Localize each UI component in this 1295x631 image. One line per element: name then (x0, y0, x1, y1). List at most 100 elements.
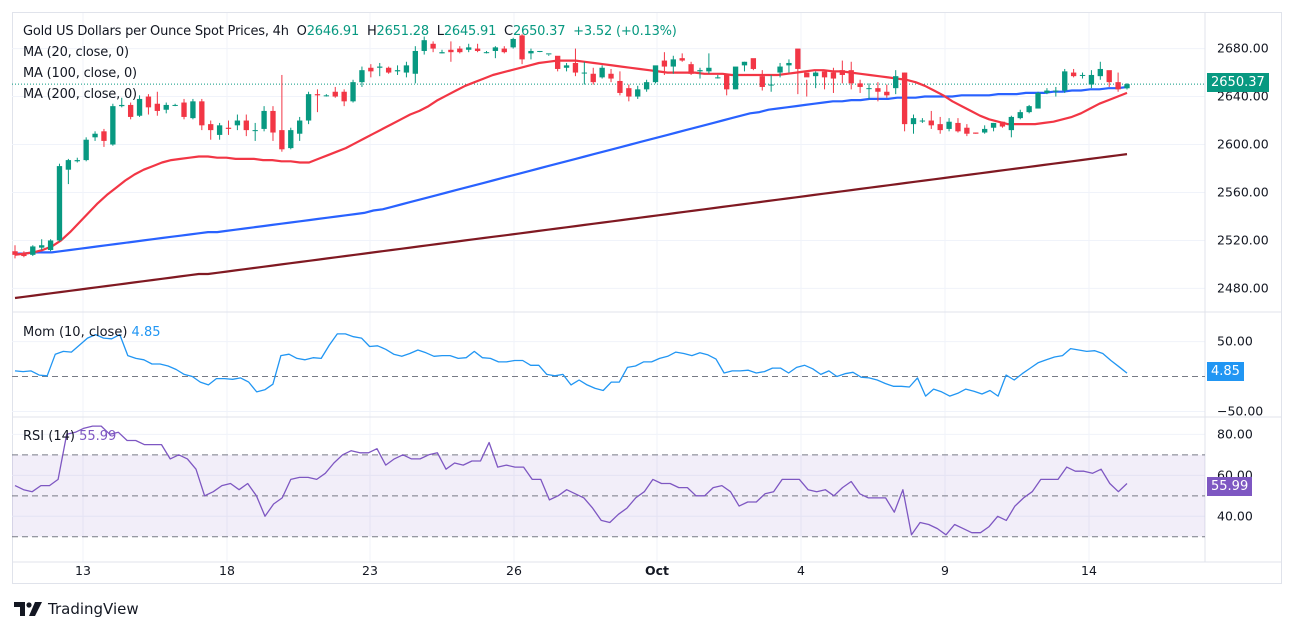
candle-body (136, 98, 143, 116)
mom-tick-label: 50.00 (1217, 334, 1253, 349)
candle (999, 121, 1006, 128)
candle-body (305, 94, 312, 121)
candle (359, 66, 365, 87)
candle-body (421, 40, 427, 51)
candle-body (830, 72, 837, 79)
candle (1124, 83, 1130, 90)
candle (866, 83, 872, 99)
candle (546, 53, 552, 56)
candle-body (234, 120, 241, 126)
candle-body (127, 104, 134, 117)
candle-body (12, 251, 18, 255)
candle-body (448, 49, 454, 53)
candle (181, 98, 187, 120)
time-tick-label: 4 (797, 563, 805, 578)
candle-body (30, 246, 36, 255)
ma20-legend[interactable]: MA (20, close, 0) (23, 45, 129, 60)
candle-body (1097, 68, 1103, 77)
candle-body (528, 50, 534, 54)
candle-body (199, 101, 205, 126)
candle-body (821, 71, 828, 78)
rsi-line (14, 425, 1128, 536)
candles (12, 34, 1130, 259)
candle (848, 61, 854, 90)
candle-body (599, 67, 605, 78)
candle-body (777, 66, 783, 73)
candle-body (359, 70, 365, 83)
candle-body (172, 104, 178, 106)
candle (1053, 86, 1059, 97)
candle (448, 41, 454, 62)
candle (670, 55, 676, 74)
candle (830, 67, 837, 93)
candle (1079, 72, 1086, 79)
candle (1035, 91, 1041, 109)
candle-body (74, 160, 80, 162)
grid-lines (12, 13, 1282, 563)
candle-body (154, 103, 161, 111)
rsi-legend[interactable]: RSI (14) 55.99 (23, 429, 116, 444)
candle-body (706, 67, 712, 72)
candle (199, 98, 205, 131)
candle-body (715, 77, 721, 79)
candle-body (332, 91, 338, 97)
candle-body (563, 65, 570, 68)
candle-body (385, 67, 392, 73)
candle-body (430, 43, 436, 49)
candle (332, 86, 338, 98)
candle (928, 110, 934, 129)
candle (492, 46, 499, 59)
candle-body (65, 160, 72, 170)
candle (893, 70, 899, 95)
candle (83, 137, 89, 162)
candle-body (279, 130, 285, 150)
candle (608, 68, 614, 83)
candle-body (261, 110, 267, 129)
candle-body (964, 127, 970, 134)
candle (1088, 70, 1095, 89)
candle-body (252, 130, 258, 132)
candle (537, 50, 543, 53)
ma200-legend[interactable]: MA (200, close, 0) (23, 87, 137, 102)
candle-body (350, 82, 356, 102)
candle-body (688, 64, 694, 74)
candle (777, 62, 783, 78)
candle (643, 79, 650, 92)
candle-body (893, 76, 899, 89)
candle (501, 46, 507, 54)
mom-legend[interactable]: Mom (10, close) 4.85 (23, 325, 161, 340)
candle-body (999, 121, 1006, 127)
candle (1062, 68, 1068, 93)
candle-body (474, 48, 481, 51)
candle (1070, 68, 1077, 78)
candle-body (804, 72, 810, 78)
candle-body (47, 240, 54, 251)
mom-label: Mom (10, close) (23, 325, 128, 340)
candle-body (928, 120, 934, 126)
ma100-legend[interactable]: MA (100, close, 0) (23, 66, 137, 81)
candle (119, 97, 125, 108)
candle (581, 61, 588, 85)
candle (483, 50, 490, 54)
candle-body (697, 70, 703, 72)
candle-body (724, 73, 730, 90)
candle (270, 106, 276, 141)
momentum-line (12, 333, 1205, 397)
candle (964, 124, 970, 137)
candle (474, 43, 481, 53)
candle (297, 116, 303, 141)
candle-body (341, 91, 347, 102)
tradingview-logo[interactable]: TradingView (14, 600, 139, 618)
price-axis: 2680.00 2640.00 2600.00 2560.00 2520.00 2480.… (1217, 41, 1269, 524)
candle (314, 89, 321, 113)
candle-body (670, 59, 676, 67)
candle-body (225, 127, 232, 129)
candle (786, 59, 792, 73)
candle-body (403, 65, 410, 73)
high-value: 2651.28 (376, 24, 430, 39)
time-tick-label: 14 (1081, 563, 1097, 578)
candle (724, 73, 730, 96)
candle (127, 102, 134, 120)
candle-body (626, 88, 632, 97)
